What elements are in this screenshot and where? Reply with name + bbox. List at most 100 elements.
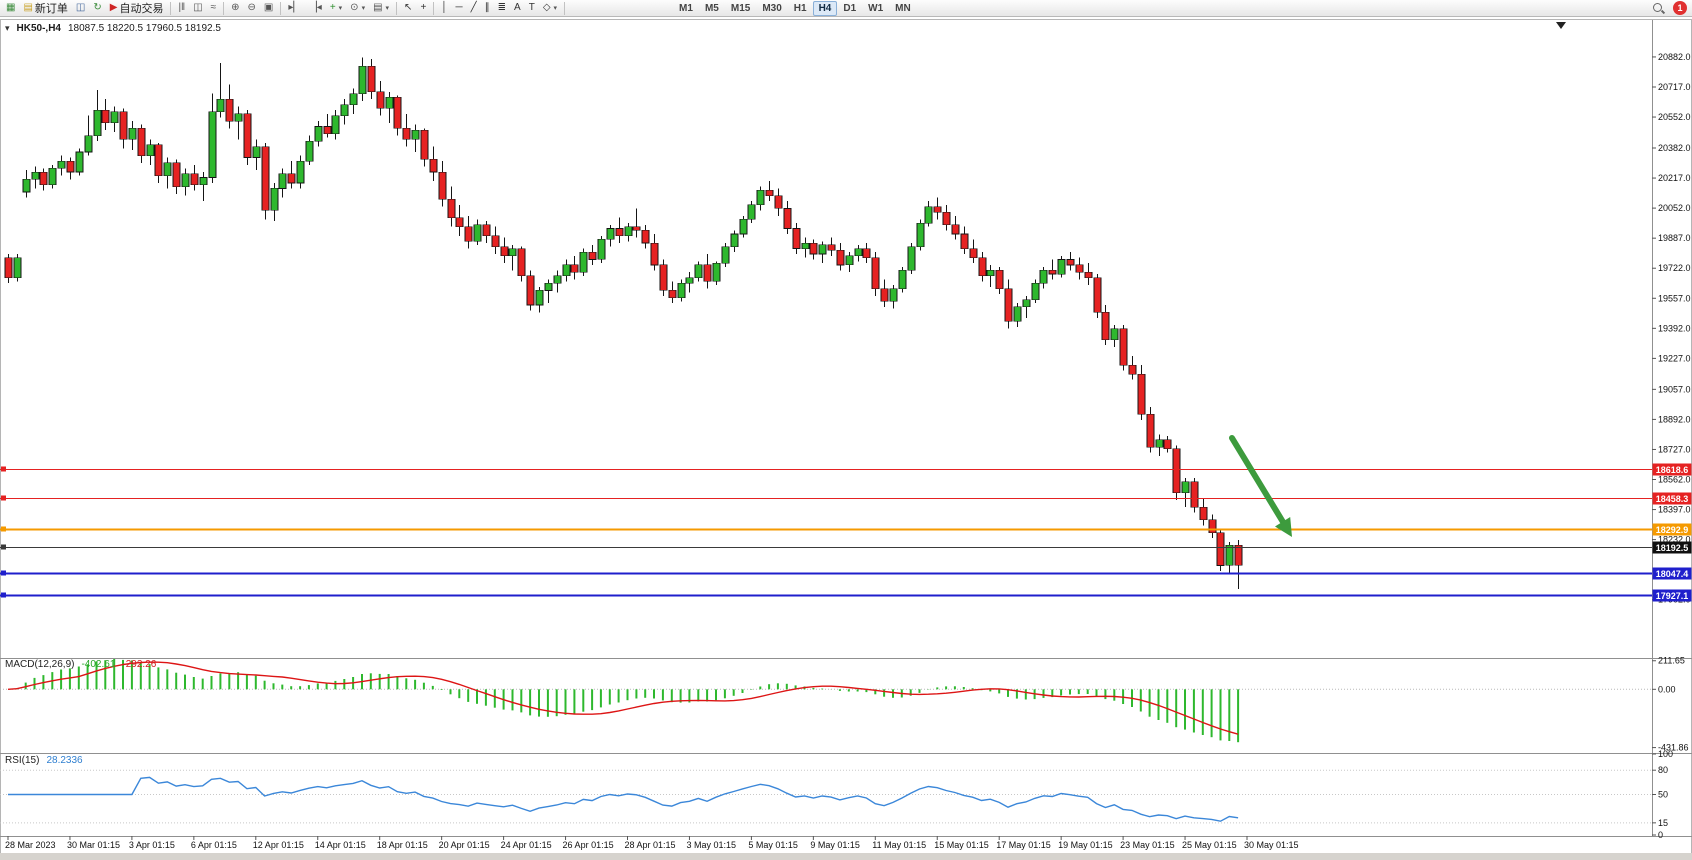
bar-chart-button[interactable]: |‖ [174,1,189,16]
toolbar-separator [433,1,435,15]
candlestick-chart-icon: ◫ [193,2,203,13]
hline-anchor-18458.3[interactable] [1,495,6,501]
chart-shift-marker[interactable] [1556,22,1566,29]
svg-text:19887.0: 19887.0 [1658,233,1691,243]
svg-text:9 May 01:15: 9 May 01:15 [810,840,860,850]
text-button[interactable]: A [510,1,525,16]
horizontal-line-button[interactable]: ─ [452,1,467,16]
profiles-button[interactable]: ◫ [72,1,89,16]
chart-canvas[interactable]: 20882.0 20717.0 20552.0 20382.0 20217.0 20052… [0,17,1692,860]
notification-badge[interactable]: 1 [1673,1,1687,15]
toolbar-separator [280,1,282,15]
zoom-out-icon: ⊖ [247,2,256,13]
templates-button[interactable]: ▤ ▾ [369,1,393,16]
svg-text:17 May 01:15: 17 May 01:15 [996,840,1051,850]
svg-text:3 May 01:15: 3 May 01:15 [686,840,736,850]
time-axis[interactable]: 28 Mar 2023 30 Mar 01:15 3 Apr 01:15 6 Apr … [5,836,1299,850]
shapes-dropdown-icon: ▾ [553,5,558,12]
price-tag-18192.5 [1652,541,1692,554]
svg-text:18458.3: 18458.3 [1656,494,1689,504]
label-icon: T [528,2,535,13]
trend-arrow[interactable] [1229,435,1292,537]
new-chart-button[interactable]: ▦ [2,1,19,16]
search-icon[interactable] [1652,2,1665,15]
label-button[interactable]: T [525,1,539,16]
periods-button[interactable]: ⊙ ▾ [346,1,369,16]
macd-name: MACD(12,26,9) [5,659,75,670]
shapes-icon: ◇ [542,2,551,13]
new-order-button[interactable]: ▤ 新订单 [19,1,71,16]
channel-icon: ∥ [484,2,490,13]
periods-icon: ⊙ [350,2,359,13]
zoom-out-button[interactable]: ⊖ [244,1,260,16]
timeframe-group: M1 M5 M15 M30 H1 H4 D1 W1 MN [673,0,917,16]
svg-text:23 May 01:15: 23 May 01:15 [1120,840,1175,850]
hline-anchor-18292.9[interactable] [1,526,6,532]
timeframe-h1[interactable]: H1 [793,2,807,14]
svg-text:50: 50 [1658,790,1668,800]
toolbar-separator [170,1,172,15]
svg-text:19557.0: 19557.0 [1658,293,1691,303]
vertical-line-icon: │ [441,2,448,13]
price-tag-18292.9 [1652,523,1692,536]
svg-text:18192.5: 18192.5 [1656,543,1689,553]
timeframe-m30[interactable]: M30 [762,2,782,14]
svg-text:20382.0: 20382.0 [1658,143,1691,153]
auto-scroll-button[interactable]: ▸▏ [284,1,305,16]
hline-anchor-18047.4[interactable] [1,570,6,576]
refresh-button[interactable]: ↻ [89,1,105,16]
one-click-trading-toggle[interactable]: ▾ [5,23,10,33]
svg-text:11 May 01:15: 11 May 01:15 [872,840,926,850]
svg-text:24 Apr 01:15: 24 Apr 01:15 [501,840,552,850]
timeframe-mn[interactable]: MN [895,2,911,14]
timeframe-m15[interactable]: M15 [730,2,751,14]
price-tag-18458.3 [1652,492,1692,505]
svg-text:3 Apr 01:15: 3 Apr 01:15 [129,840,175,850]
current-price-anchor [1,544,6,550]
svg-text:18727.0: 18727.0 [1658,444,1691,454]
indicators-button[interactable]: + ▾ [326,1,346,16]
zoom-in-icon: ⊕ [231,2,240,13]
crosshair-button[interactable]: + [416,1,430,16]
line-chart-icon: ≈ [210,2,217,13]
timeframe-m5[interactable]: M5 [704,2,719,14]
candles-layer[interactable] [4,57,1243,590]
timeframe-h4[interactable]: H4 [812,0,838,16]
new-order-label: 新订单 [34,3,68,15]
toolbar-separator [223,1,225,15]
timeframe-m1[interactable]: M1 [679,2,693,14]
svg-text:15 May 01:15: 15 May 01:15 [934,840,989,850]
zoom-in-button[interactable]: ⊕ [227,1,243,16]
macd-panel[interactable]: 211.65 0.00 -431.86 [0,656,1689,753]
channel-button[interactable]: ∥ [481,1,494,16]
timeframe-w1[interactable]: W1 [868,2,884,14]
svg-text:12 Apr 01:15: 12 Apr 01:15 [253,840,304,850]
hline-anchor-17927.1[interactable] [1,592,6,598]
cursor-icon: ↖ [404,2,413,13]
cursor-button[interactable]: ↖ [400,1,416,16]
svg-text:28 Apr 01:15: 28 Apr 01:15 [625,840,676,850]
rsi-line [8,776,1239,822]
vertical-line-button[interactable]: │ [437,1,451,16]
chart-shift-button[interactable]: ▕◂ [305,1,326,16]
autotrading-button[interactable]: ▶ 自动交易 [106,1,168,16]
trend-arrow-head [1275,517,1292,537]
timeframe-d1[interactable]: D1 [843,2,857,14]
shapes-button[interactable]: ◇ ▾ [539,1,561,16]
hline-anchor-18618.6[interactable] [1,466,6,472]
fibonacci-button[interactable]: ≣ [494,1,510,16]
main-toolbar: ▦ ▤ 新订单 ◫ ↻ ▶ 自动交易 |‖ ◫ ≈ ⊕ ⊖ ▣ ▸▏ ▕◂ + ▾ ⊙ ▾ ▤ ▾ ↖ + │ ─ ╱ ∥ ≣ A T ◇ ▾… [0,0,1692,17]
line-chart-button[interactable]: ≈ [207,1,221,16]
new-order-icon: ▤ [23,2,33,13]
svg-text:18892.0: 18892.0 [1658,414,1691,424]
price-tag-17927.1 [1652,589,1692,602]
svg-text:5 May 01:15: 5 May 01:15 [748,840,798,850]
rsi-panel[interactable]: 100 80 50 15 0 [0,749,1673,840]
candlestick-chart-button[interactable]: ◫ [189,1,206,16]
price-axis[interactable]: 20882.0 20717.0 20552.0 20382.0 20217.0 20052… [1652,52,1691,605]
svg-text:-431.86: -431.86 [1658,743,1689,753]
trendline-button[interactable]: ╱ [467,1,481,16]
tile-windows-button[interactable]: ▣ [260,1,277,16]
symbol-period-label: HK50-,H4 [16,23,61,34]
